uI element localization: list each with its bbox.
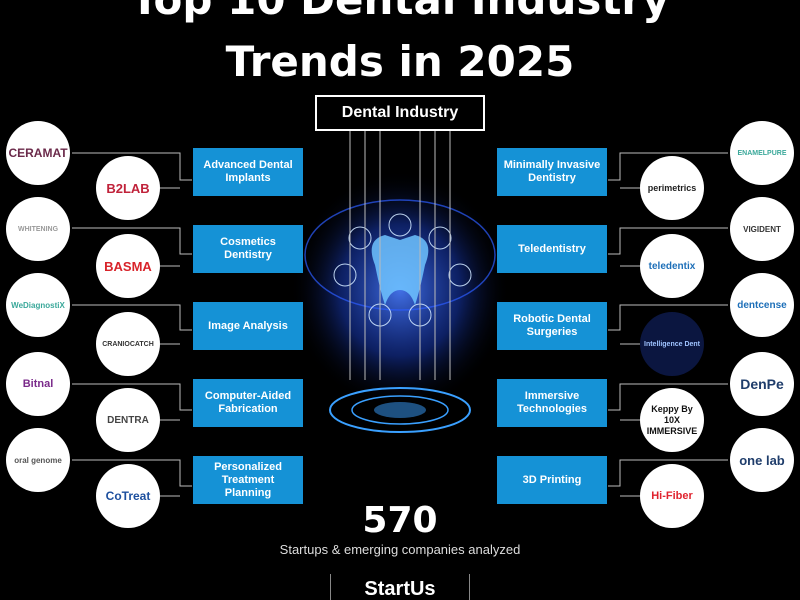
- logo-teledentix: teledentix: [640, 234, 704, 298]
- logo-cotreat: CoTreat: [96, 464, 160, 528]
- logo-basma: BASMA: [96, 234, 160, 298]
- trend-box-left-3: Image Analysis: [193, 302, 303, 350]
- trend-box-right-4: Immersive Technologies: [497, 379, 607, 427]
- logo-denpe: DenPe: [730, 352, 794, 416]
- trend-box-left-1: Advanced Dental Implants: [193, 148, 303, 196]
- trend-box-right-2: Teledentistry: [497, 225, 607, 273]
- page-title-line2: Trends in 2025: [225, 37, 575, 86]
- logo-hi-fiber: Hi-Fiber: [640, 464, 704, 528]
- logo-intelligence-dent: Intelligence Dent: [640, 312, 704, 376]
- logo-whitening: WHITENING: [6, 197, 70, 261]
- logo-dentcense: dentcense: [730, 273, 794, 337]
- logo-keppy: Keppy By 10X IMMERSIVE: [640, 388, 704, 452]
- trend-box-right-5: 3D Printing: [497, 456, 607, 504]
- logo-wediagnostix: WeDiagnostiX: [6, 273, 70, 337]
- logo-oral-genome: oral genome: [6, 428, 70, 492]
- logo-ceramat: CERAMAT: [6, 121, 70, 185]
- trend-box-left-4: Computer-Aided Fabrication: [193, 379, 303, 427]
- logo-vigident: VIGIDENT: [730, 197, 794, 261]
- trend-box-left-5: Personalized Treatment Planning: [193, 456, 303, 504]
- central-hub-label: Dental Industry: [315, 95, 485, 131]
- startup-count-label: Startups & emerging companies analyzed: [279, 542, 521, 557]
- logo-perimetrics: perimetrics: [640, 156, 704, 220]
- logo-b2lab: B2LAB: [96, 156, 160, 220]
- brand-logo: StartUs: [330, 574, 470, 600]
- logo-craniocatch: CRANIOCATCH: [96, 312, 160, 376]
- trend-box-right-3: Robotic Dental Surgeries: [497, 302, 607, 350]
- logo-enamelpure: ENAMELPURE: [730, 121, 794, 185]
- page-title-line1: Top 10 Dental Industry: [0, 0, 800, 22]
- logo-one-lab: one lab: [730, 428, 794, 492]
- trend-box-left-2: Cosmetics Dentistry: [193, 225, 303, 273]
- trend-box-right-1: Minimally Invasive Dentistry: [497, 148, 607, 196]
- logo-dentra: DENTRA: [96, 388, 160, 452]
- startup-count: 570: [362, 500, 438, 541]
- tooth-illustration: [290, 170, 510, 433]
- logo-bitnal: Bitnal: [6, 352, 70, 416]
